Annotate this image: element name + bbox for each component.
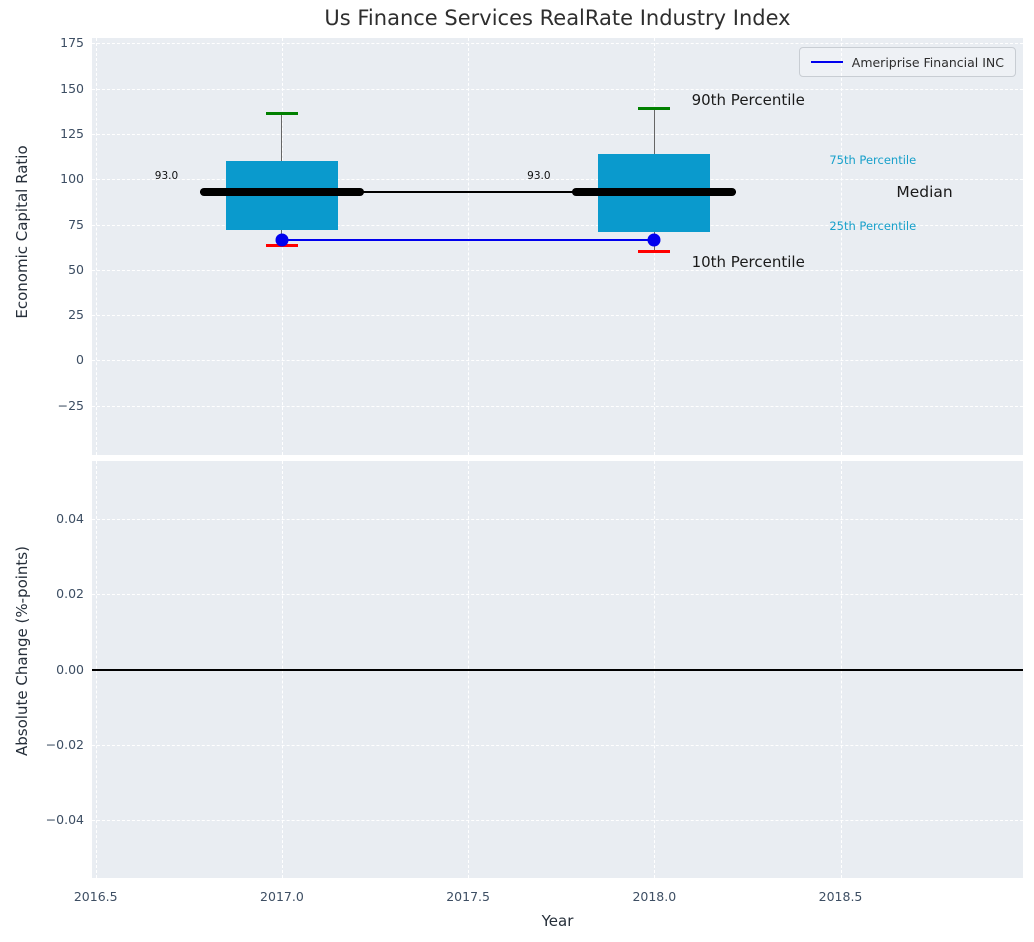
annotation-90th-percentile: 90th Percentile [692,91,805,109]
y-tick-label: 50 [0,262,84,278]
y-tick-label: 0.04 [0,511,84,527]
p90-cap [266,112,298,115]
x-tick-label: 2017.0 [260,889,304,904]
y-tick-label: 0 [0,352,84,368]
annotation-10th-percentile: 10th Percentile [692,253,805,271]
median-value-label: 93.0 [155,170,178,182]
legend-line-sample [811,61,843,63]
y-tick-label: 125 [0,126,84,142]
y-tick-label: 0.02 [0,586,84,602]
gridline-horizontal [92,594,1023,595]
figure: Us Finance Services RealRate Industry In… [0,0,1034,942]
annotation-median: Median [896,183,952,201]
gridline-horizontal [92,406,1023,407]
legend: Ameriprise Financial INC [799,47,1016,77]
legend-label: Ameriprise Financial INC [852,55,1004,70]
gridline-horizontal [92,360,1023,361]
p90-cap [638,107,670,110]
gridline-horizontal [92,315,1023,316]
x-tick-label: 2016.5 [74,889,118,904]
x-axis-label: Year [92,912,1023,930]
median-line [572,188,736,196]
axes-economic-capital-ratio [92,38,1023,455]
company-marker [648,233,661,246]
annotation-25th-percentile: 25th Percentile [829,219,916,233]
company-marker [275,233,288,246]
company-line [282,239,654,242]
y-tick-label: 175 [0,35,84,51]
annotation-75th-percentile: 75th Percentile [829,153,916,167]
chart-title: Us Finance Services RealRate Industry In… [92,6,1023,30]
y-tick-label: 25 [0,307,84,323]
x-tick-label: 2018.0 [632,889,676,904]
y-tick-label: 100 [0,171,84,187]
gridline-vertical [96,38,97,455]
gridline-vertical [468,38,469,455]
y-tick-label: −25 [0,398,84,414]
gridline-horizontal [92,43,1023,44]
p10-cap [638,250,670,253]
y-tick-label: 75 [0,217,84,233]
median-line [200,188,364,196]
gridline-vertical [841,38,842,455]
gridline-horizontal [92,820,1023,821]
median-value-label: 93.0 [527,170,550,182]
gridline-horizontal [92,519,1023,520]
y-tick-label: −0.04 [0,812,84,828]
gridline-horizontal [92,134,1023,135]
y-tick-label: −0.02 [0,737,84,753]
y-tick-label: 150 [0,81,84,97]
gridline-horizontal [92,89,1023,90]
x-tick-label: 2018.5 [819,889,863,904]
x-tick-label: 2017.5 [446,889,490,904]
zero-line [92,669,1023,671]
y-tick-label: 0.00 [0,662,84,678]
gridline-horizontal [92,745,1023,746]
gridline-horizontal [92,270,1023,271]
